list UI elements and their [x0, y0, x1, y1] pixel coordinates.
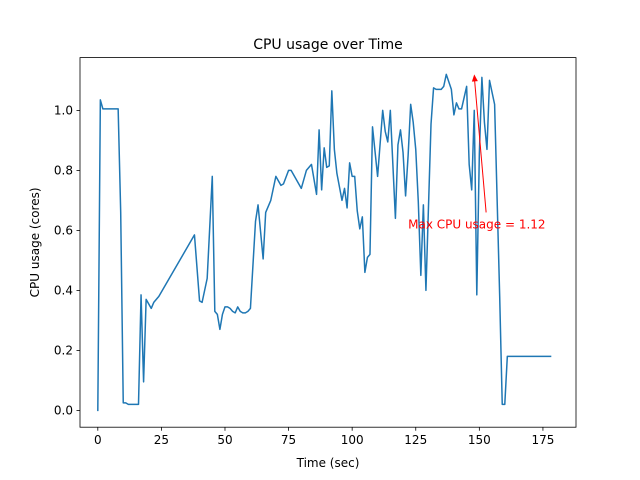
x-tick-label: 150	[468, 433, 491, 447]
plot-frame	[79, 57, 577, 428]
x-tick-label: 100	[341, 433, 364, 447]
annotation-arrowhead	[471, 74, 478, 82]
x-axis-label: Time (sec)	[296, 456, 360, 470]
y-tick-label: 0.4	[54, 284, 73, 298]
x-axis: 0 25 50 75 100 125 150 175	[94, 427, 554, 447]
y-tick-label: 0.0	[54, 404, 73, 418]
series-layer	[97, 73, 552, 412]
series-line-cpu-usage	[97, 73, 552, 412]
x-tick-label: 175	[531, 433, 554, 447]
annotation-layer: Max CPU usage = 1.12	[408, 74, 546, 232]
y-tick-label: 1.0	[54, 104, 73, 118]
x-tick-label: 25	[154, 433, 169, 447]
x-tick-label: 75	[281, 433, 296, 447]
y-tick-label: 0.2	[54, 344, 73, 358]
y-tick-label: 0.8	[54, 164, 73, 178]
plot-area	[80, 57, 576, 428]
y-axis: 0.0 0.2 0.4 0.6 0.8 1.0	[54, 104, 80, 418]
annotation-max-cpu-label: Max CPU usage = 1.12	[408, 218, 545, 232]
x-tick-label: 125	[404, 433, 427, 447]
x-tick-label: 0	[94, 433, 102, 447]
x-tick-label: 50	[217, 433, 232, 447]
y-axis-label: CPU usage (cores)	[28, 187, 42, 297]
annotation-arrow	[473, 76, 487, 213]
y-tick-label: 0.6	[54, 224, 73, 238]
chart-title: CPU usage over Time	[253, 37, 403, 53]
